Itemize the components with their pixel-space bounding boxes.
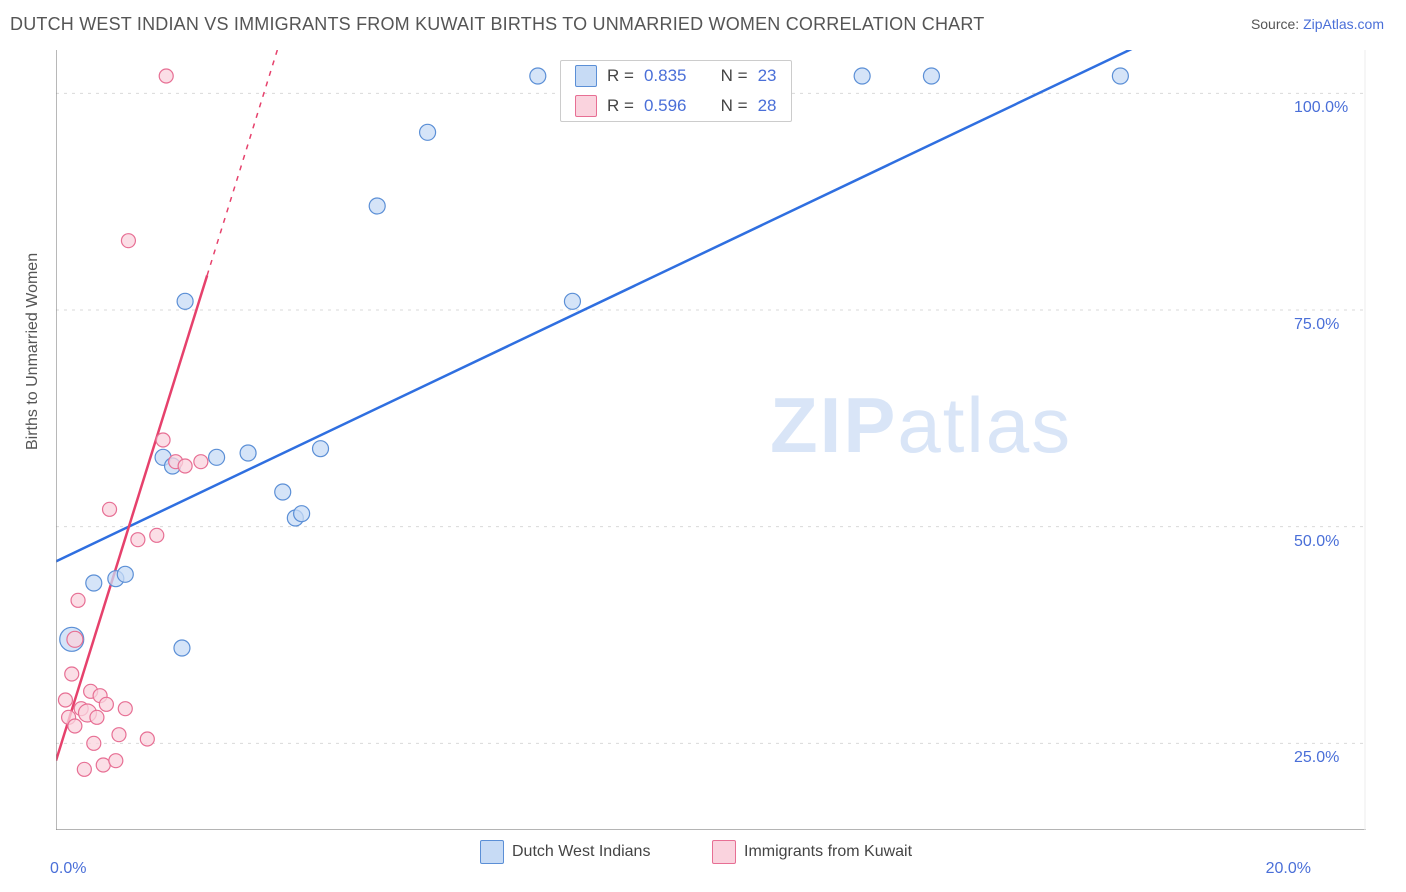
scatter-point	[68, 719, 82, 733]
scatter-point	[178, 459, 192, 473]
scatter-plot	[56, 50, 1366, 830]
scatter-point	[140, 732, 154, 746]
scatter-point	[1112, 68, 1128, 84]
scatter-point	[67, 631, 83, 647]
scatter-point	[103, 502, 117, 516]
source-prefix: Source:	[1251, 16, 1303, 32]
watermark-light: atlas	[897, 381, 1072, 469]
scatter-point	[65, 667, 79, 681]
scatter-point	[118, 702, 132, 716]
n-label: N =	[721, 96, 748, 116]
legend-swatch	[575, 95, 597, 117]
legend-swatch	[712, 840, 736, 864]
legend-swatch	[480, 840, 504, 864]
x-tick-label: 0.0%	[50, 860, 86, 878]
scatter-point	[194, 455, 208, 469]
scatter-point	[530, 68, 546, 84]
scatter-point	[369, 198, 385, 214]
scatter-point	[854, 68, 870, 84]
source-attribution: Source: ZipAtlas.com	[1251, 16, 1384, 32]
r-label: R =	[607, 96, 634, 116]
legend-swatch	[575, 65, 597, 87]
scatter-point	[96, 758, 110, 772]
scatter-point	[131, 533, 145, 547]
scatter-point	[99, 697, 113, 711]
scatter-point	[86, 575, 102, 591]
n-label: N =	[721, 66, 748, 86]
watermark: ZIPatlas	[770, 380, 1072, 471]
legend-item: Immigrants from Kuwait	[712, 840, 912, 864]
scatter-point	[109, 754, 123, 768]
source-link[interactable]: ZipAtlas.com	[1303, 16, 1384, 32]
scatter-point	[420, 124, 436, 140]
scatter-point	[156, 433, 170, 447]
scatter-point	[58, 693, 72, 707]
y-tick-label: 75.0%	[1294, 316, 1339, 334]
scatter-point	[117, 566, 133, 582]
scatter-point	[90, 710, 104, 724]
r-value: 0.596	[644, 96, 687, 116]
scatter-point	[923, 68, 939, 84]
r-value: 0.835	[644, 66, 687, 86]
scatter-point	[87, 736, 101, 750]
r-label: R =	[607, 66, 634, 86]
legend-label: Dutch West Indians	[512, 843, 650, 861]
n-value: 23	[758, 66, 777, 86]
scatter-point	[209, 449, 225, 465]
scatter-point	[159, 69, 173, 83]
scatter-point	[294, 506, 310, 522]
legend-item: Dutch West Indians	[480, 840, 650, 864]
scatter-point	[112, 728, 126, 742]
corr-legend-row: R = 0.596 N = 28	[561, 91, 791, 121]
watermark-bold: ZIP	[770, 381, 897, 469]
chart-container: { "title": "DUTCH WEST INDIAN VS IMMIGRA…	[0, 0, 1406, 892]
corr-legend-row: R = 0.835 N = 23	[561, 61, 791, 91]
y-tick-label: 100.0%	[1294, 99, 1348, 117]
scatter-point	[174, 640, 190, 656]
scatter-point	[564, 293, 580, 309]
scatter-point	[313, 441, 329, 457]
scatter-point	[150, 528, 164, 542]
chart-title: DUTCH WEST INDIAN VS IMMIGRANTS FROM KUW…	[10, 14, 984, 35]
scatter-point	[121, 234, 135, 248]
scatter-point	[275, 484, 291, 500]
x-tick-label: 20.0%	[1266, 860, 1311, 878]
y-tick-label: 25.0%	[1294, 749, 1339, 767]
scatter-point	[240, 445, 256, 461]
correlation-legend: R = 0.835 N = 23 R = 0.596 N = 28	[560, 60, 792, 122]
scatter-point	[71, 593, 85, 607]
scatter-point	[177, 293, 193, 309]
y-tick-label: 50.0%	[1294, 533, 1339, 551]
y-axis-label: Births to Unmarried Women	[24, 253, 42, 450]
scatter-point	[77, 762, 91, 776]
n-value: 28	[758, 96, 777, 116]
legend-label: Immigrants from Kuwait	[744, 843, 912, 861]
